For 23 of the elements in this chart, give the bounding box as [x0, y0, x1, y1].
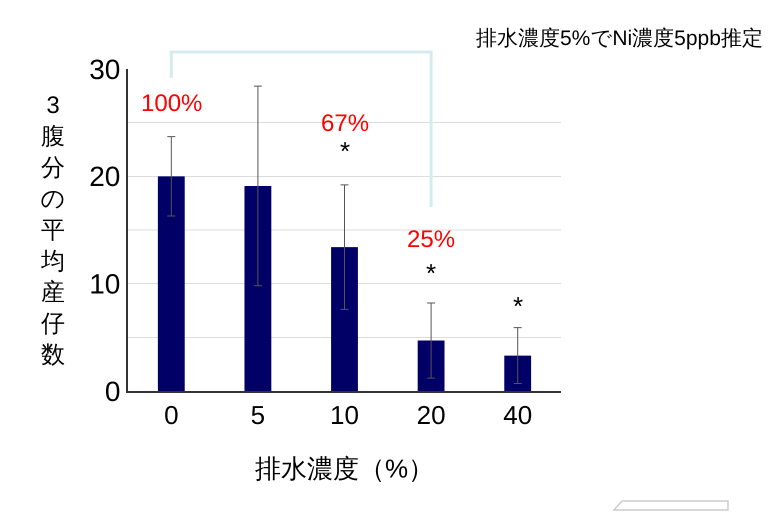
bar: [504, 356, 532, 391]
annotation: 100%: [141, 90, 202, 117]
annotation: *: [340, 136, 350, 166]
x-tick-label: 0: [164, 400, 179, 430]
bar: [244, 186, 272, 391]
annotation: 25%: [407, 226, 456, 253]
y-tick-label: 0: [104, 376, 120, 407]
x-axis-title: 排水濃度（%）: [254, 453, 434, 484]
y-tick-label: 20: [89, 161, 120, 192]
y-tick-label: 10: [89, 268, 120, 300]
x-tick-label: 5: [250, 400, 266, 430]
annotation: *: [426, 258, 436, 288]
text: 3腹分の平均産仔数: [40, 92, 66, 369]
bar: [418, 340, 445, 391]
x-tick-label: 10: [330, 400, 359, 430]
annotation: 67%: [321, 110, 370, 137]
bar: [158, 176, 185, 391]
y-tick-label: 30: [89, 54, 120, 85]
x-tick-label: 20: [416, 400, 446, 430]
text: 排水濃度5%でNi濃度5ppb推定: [476, 27, 763, 50]
bar: [331, 247, 358, 391]
annotation: *: [513, 291, 524, 321]
x-tick-label: 40: [503, 400, 532, 430]
